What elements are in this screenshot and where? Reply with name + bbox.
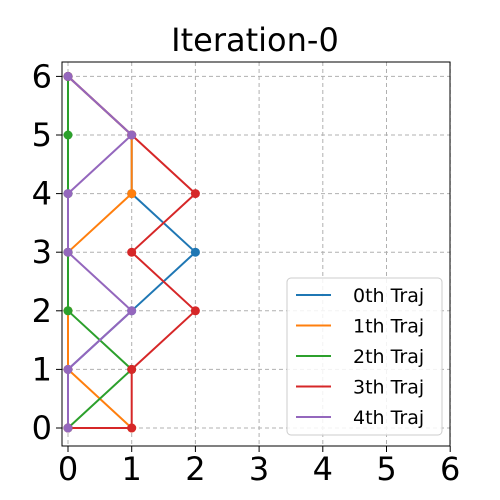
x-tick-label: 0: [58, 450, 78, 488]
y-tick-label: 1: [32, 350, 52, 388]
plot-frame: [61, 61, 451, 447]
y-tick-label: 4: [32, 175, 52, 213]
data-point: [127, 130, 137, 140]
x-tick-label: 4: [313, 450, 333, 488]
data-point: [63, 71, 73, 81]
y-tick-label: 2: [32, 292, 52, 330]
data-point: [190, 306, 200, 316]
data-point: [127, 364, 137, 374]
y-tick-label: 0: [32, 409, 52, 447]
series-4: [63, 71, 137, 433]
x-tick-label: 5: [376, 450, 396, 488]
data-point: [190, 247, 200, 257]
data-point: [63, 364, 73, 374]
data-point: [127, 423, 137, 433]
data-point: [63, 247, 73, 257]
legend-label: 4th Traj: [353, 407, 424, 429]
series-line: [67, 75, 197, 429]
data-point: [127, 306, 137, 316]
legend-label: 0th Traj: [353, 285, 424, 307]
x-tick-label: 2: [185, 450, 205, 488]
legend-label: 3th Traj: [353, 377, 424, 399]
axis-ticks: 0 1 2 3 4 5 6 0 1 2 3 4 5 6: [32, 57, 461, 488]
x-tick-label: 1: [122, 450, 142, 488]
legend: 0th Traj 1th Traj 2th Traj 3th Traj 4th Traj: [286, 277, 443, 436]
y-tick-label: 6: [32, 57, 52, 95]
data-point: [63, 130, 73, 140]
legend-label: 2th Traj: [353, 346, 424, 368]
data-point: [190, 189, 200, 199]
x-tick-label: 3: [249, 450, 269, 488]
y-tick-label: 5: [32, 116, 52, 154]
chart-title: Iteration-0: [171, 21, 339, 59]
data-point: [63, 189, 73, 199]
y-tick-label: 3: [32, 233, 52, 271]
data-point: [127, 189, 137, 199]
legend-box: [286, 277, 443, 436]
data-point: [63, 423, 73, 433]
data-point: [63, 306, 73, 316]
legend-label: 1th Traj: [353, 316, 424, 338]
series-group: [63, 71, 200, 433]
data-point: [127, 247, 137, 257]
x-tick-label: 6: [440, 450, 460, 488]
